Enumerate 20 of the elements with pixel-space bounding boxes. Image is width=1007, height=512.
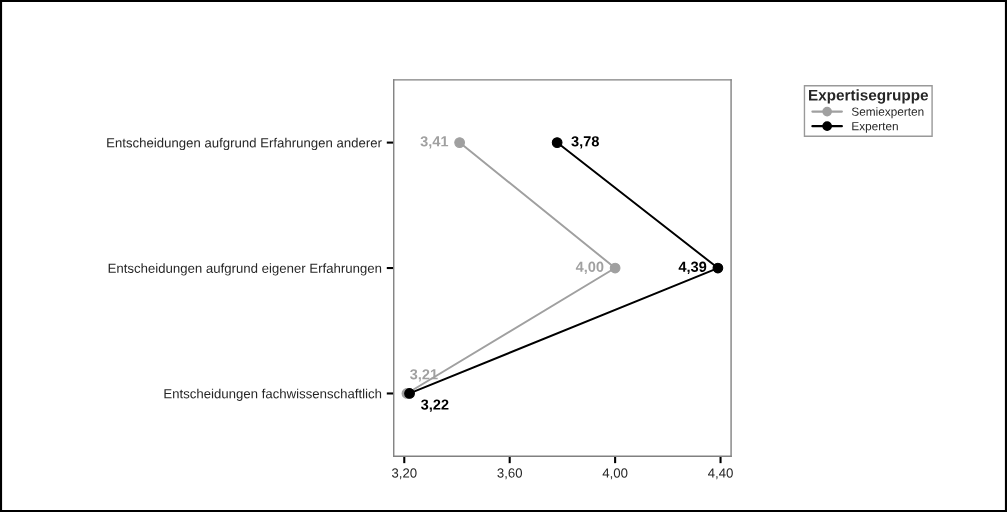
x-tick-label: 4,40: [708, 468, 733, 480]
data-label: 3,22: [421, 399, 449, 412]
data-label: 3,21: [410, 369, 438, 382]
y-tick-label: Entscheidungen fachwissenschaftlich: [164, 388, 382, 401]
legend-label: Experten: [852, 122, 898, 133]
point: [454, 137, 466, 148]
point: [712, 262, 724, 274]
data-label: 4,00: [575, 261, 604, 275]
point: [551, 137, 563, 148]
x-tick-label: 4,00: [602, 468, 628, 480]
x-tick-label: 3,20: [391, 468, 417, 480]
point: [609, 262, 621, 274]
y-tick-label: Entscheidungen aufgrund eigener Erfahrungen: [108, 263, 382, 276]
y-tick-label: Entscheidungen aufgrund Erfahrungen anderer: [107, 137, 382, 151]
data-label: 4,39: [678, 261, 707, 275]
x-tick-label: 3,60: [497, 468, 523, 480]
data-label: 3,78: [571, 136, 599, 149]
legend-title: Expertisegruppe: [809, 89, 929, 104]
data-label: 3,41: [420, 136, 449, 149]
legend-label: Semiexperten: [851, 107, 924, 119]
